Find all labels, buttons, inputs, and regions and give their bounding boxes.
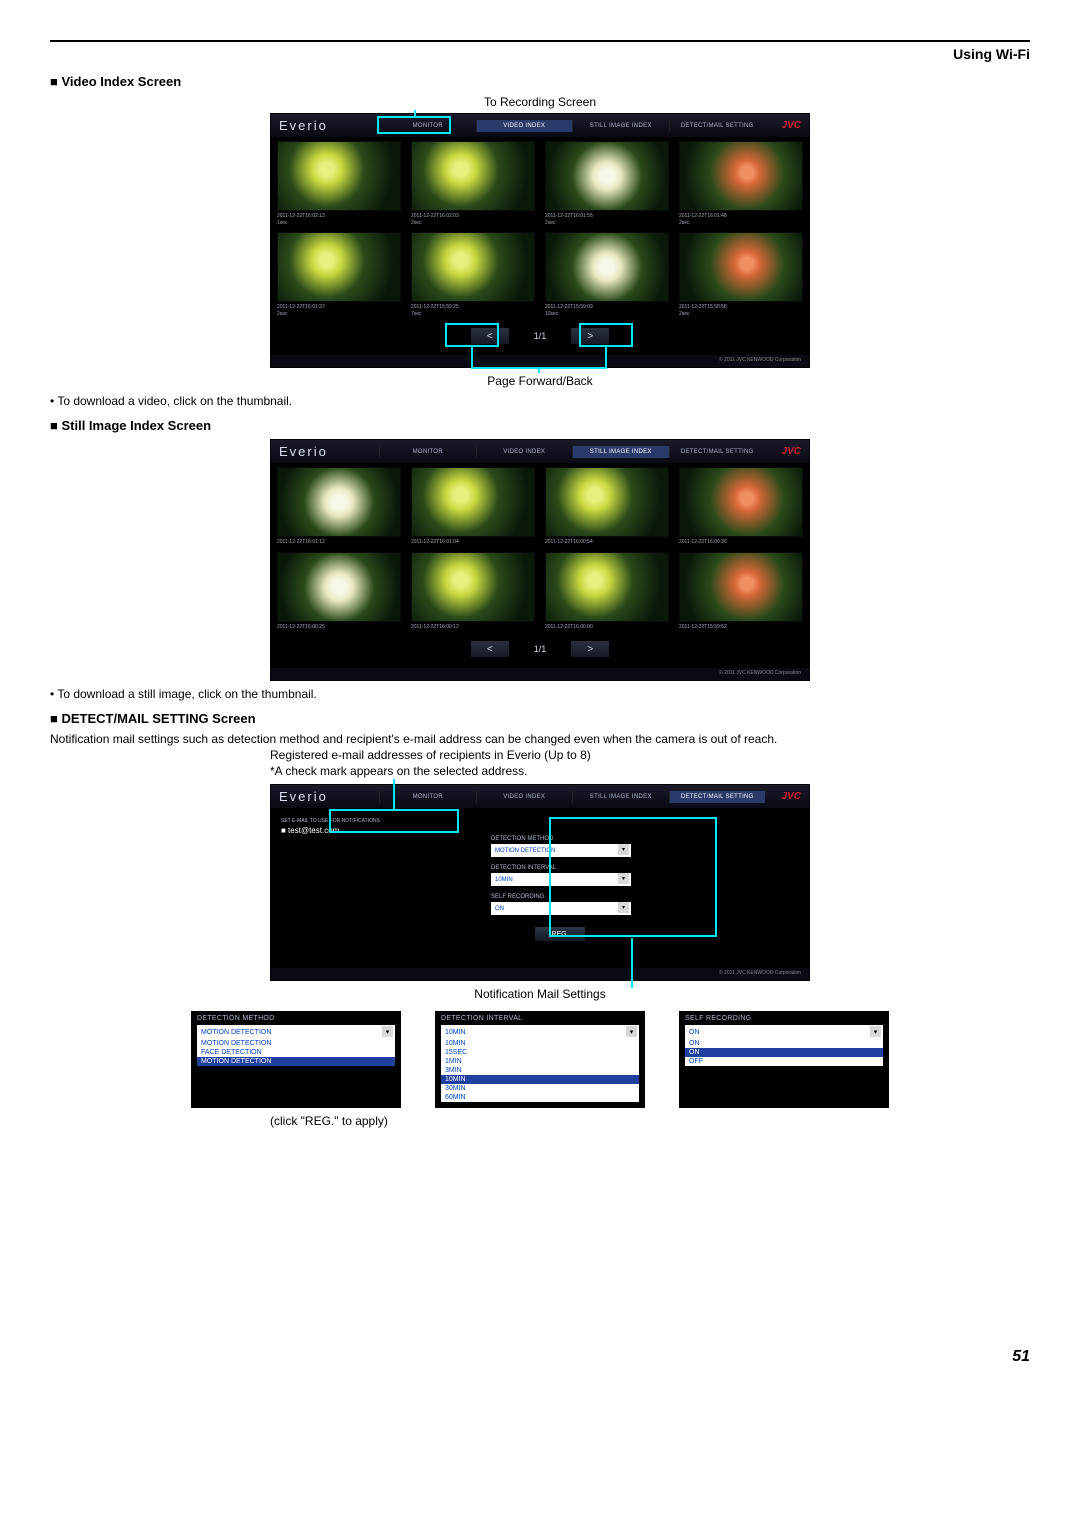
jvc-logo: JVC bbox=[765, 120, 801, 131]
panel-detection-interval: DETECTION INTERVAL 10MIN 10MIN15SEC1MIN3… bbox=[435, 1011, 645, 1108]
tab-still-image-index[interactable]: STILL IMAGE INDEX bbox=[572, 446, 669, 458]
panel-detection-method: DETECTION METHOD MOTION DETECTION MOTION… bbox=[191, 1011, 401, 1108]
video-thumbnail[interactable]: 2011-12-22T15:59:0910sec bbox=[545, 232, 669, 317]
page-number: 1/1 bbox=[534, 331, 547, 341]
page-prev-button[interactable]: < bbox=[470, 327, 510, 345]
tab-detect-mail[interactable]: DETECT/MAIL SETTING bbox=[669, 446, 766, 458]
email-recipient[interactable]: ■ test@test.com bbox=[281, 826, 481, 835]
label-self-recording: SELF RECORDING bbox=[491, 894, 799, 900]
label-detection-interval: DETECTION INTERVAL bbox=[491, 865, 799, 871]
panel-head: SELF RECORDING bbox=[685, 1015, 883, 1022]
tab-detect-mail[interactable]: DETECT/MAIL SETTING bbox=[669, 120, 766, 132]
section-video-title: Video Index Screen bbox=[50, 74, 1030, 89]
label-detection-method: DETECTION METHOD bbox=[491, 836, 799, 842]
section-still-title: Still Image Index Screen bbox=[50, 418, 1030, 433]
still-thumbnail[interactable]: 2011-12-22T16:01:04 bbox=[411, 467, 535, 546]
dropdown-option[interactable]: 3MIN bbox=[441, 1066, 639, 1075]
everio-logo: Everio bbox=[279, 789, 379, 804]
select-self-recording[interactable]: ON bbox=[491, 902, 631, 915]
caption-to-recording: To Recording Screen bbox=[50, 95, 1030, 109]
tab-still-image-index[interactable]: STILL IMAGE INDEX bbox=[572, 120, 669, 132]
still-thumbnail[interactable]: 2011-12-22T16:00:25 bbox=[277, 552, 401, 631]
copyright: © 2011 JVC KENWOOD Corporation bbox=[271, 668, 809, 680]
screenshot-video-index: Everio MONITOR VIDEO INDEX STILL IMAGE I… bbox=[270, 113, 810, 368]
video-thumbnail[interactable]: 2011-12-22T16:02:032sec bbox=[411, 141, 535, 226]
select-open[interactable]: ON bbox=[685, 1025, 883, 1039]
select-detection-method[interactable]: MOTION DETECTION bbox=[491, 844, 631, 857]
still-thumbnail[interactable]: 2011-12-22T15:59:52 bbox=[679, 552, 803, 631]
screenshot-still-index: Everio MONITOR VIDEO INDEX STILL IMAGE I… bbox=[270, 439, 810, 681]
video-thumbnail[interactable]: 2011-12-22T15:59:257sec bbox=[411, 232, 535, 317]
dropdown-option[interactable]: OFF bbox=[685, 1057, 883, 1066]
panel-self-recording: SELF RECORDING ON ONONOFF bbox=[679, 1011, 889, 1108]
detect-note1: Registered e-mail addresses of recipient… bbox=[270, 748, 810, 762]
tab-monitor[interactable]: MONITOR bbox=[379, 446, 476, 458]
tab-video-index[interactable]: VIDEO INDEX bbox=[476, 446, 573, 458]
caption-page-fwd-back: Page Forward/Back bbox=[50, 374, 1030, 388]
page-prev-button[interactable]: < bbox=[470, 640, 510, 658]
reg-button[interactable]: REG. bbox=[535, 927, 585, 941]
jvc-logo: JVC bbox=[765, 791, 801, 802]
dropdown-option[interactable]: ON bbox=[685, 1039, 883, 1048]
dropdown-option[interactable]: 1MIN bbox=[441, 1057, 639, 1066]
dropdown-option[interactable]: FACE DETECTION bbox=[197, 1048, 395, 1057]
video-thumbnail[interactable]: 2011-12-22T15:58:582sec bbox=[679, 232, 803, 317]
dropdown-option[interactable]: ON bbox=[685, 1048, 883, 1057]
tab-still-image-index[interactable]: STILL IMAGE INDEX bbox=[572, 791, 669, 803]
page-number: 1/1 bbox=[534, 644, 547, 654]
tab-monitor[interactable]: MONITOR bbox=[379, 791, 476, 803]
dropdown-option[interactable]: 60MIN bbox=[441, 1093, 639, 1102]
page-next-button[interactable]: > bbox=[570, 327, 610, 345]
still-thumbnail[interactable]: 2011-12-22T16:00:12 bbox=[411, 552, 535, 631]
dropdown-option[interactable]: 10MIN bbox=[441, 1039, 639, 1048]
email-list-head: SET E-MAIL TO USE FOR NOTIFICATIONS bbox=[281, 818, 481, 824]
dropdown-option[interactable]: 30MIN bbox=[441, 1084, 639, 1093]
panel-head: DETECTION METHOD bbox=[197, 1015, 395, 1022]
page-header: Using Wi-Fi bbox=[50, 46, 1030, 62]
detect-note2: *A check mark appears on the selected ad… bbox=[270, 764, 810, 778]
tab-detect-mail[interactable]: DETECT/MAIL SETTING bbox=[669, 791, 766, 803]
video-thumbnail[interactable]: 2011-12-22T16:01:372sec bbox=[277, 232, 401, 317]
still-thumbnail[interactable]: 2011-12-22T16:00:54 bbox=[545, 467, 669, 546]
everio-logo: Everio bbox=[279, 118, 379, 133]
still-thumbnail[interactable]: 2011-12-22T16:00:36 bbox=[679, 467, 803, 546]
select-detection-interval[interactable]: 10MIN bbox=[491, 873, 631, 886]
select-open[interactable]: 10MIN bbox=[441, 1025, 639, 1039]
panel-head: DETECTION INTERVAL bbox=[441, 1015, 639, 1022]
copyright: © 2011 JVC KENWOOD Corporation bbox=[271, 968, 809, 980]
dropdown-option[interactable]: MOTION DETECTION bbox=[197, 1039, 395, 1048]
tab-video-index[interactable]: VIDEO INDEX bbox=[476, 120, 573, 132]
jvc-logo: JVC bbox=[765, 446, 801, 457]
screenshot-detect-mail: Everio MONITOR VIDEO INDEX STILL IMAGE I… bbox=[270, 784, 810, 981]
detect-intro: Notification mail settings such as detec… bbox=[50, 732, 1030, 746]
video-thumbnail[interactable]: 2011-12-22T16:02:131sec bbox=[277, 141, 401, 226]
dropdown-option[interactable]: MOTION DETECTION bbox=[197, 1057, 395, 1066]
bullet-download-still: To download a still image, click on the … bbox=[50, 687, 1030, 701]
copyright: © 2011 JVC KENWOOD Corporation bbox=[271, 355, 809, 367]
tab-monitor[interactable]: MONITOR bbox=[379, 120, 476, 132]
still-thumbnail[interactable]: 2011-12-22T16:01:12 bbox=[277, 467, 401, 546]
tab-video-index[interactable]: VIDEO INDEX bbox=[476, 791, 573, 803]
dropdown-option[interactable]: 10MIN bbox=[441, 1075, 639, 1084]
caption-notification-settings: Notification Mail Settings bbox=[50, 987, 1030, 1001]
section-detect-title: DETECT/MAIL SETTING Screen bbox=[50, 711, 1030, 726]
bullet-download-video: To download a video, click on the thumbn… bbox=[50, 394, 1030, 408]
video-thumbnail[interactable]: 2011-12-22T16:01:482sec bbox=[679, 141, 803, 226]
apply-note: (click "REG." to apply) bbox=[270, 1114, 810, 1128]
select-open[interactable]: MOTION DETECTION bbox=[197, 1025, 395, 1039]
page-number-footer: 51 bbox=[50, 1348, 1030, 1366]
dropdown-option[interactable]: 15SEC bbox=[441, 1048, 639, 1057]
page-next-button[interactable]: > bbox=[570, 640, 610, 658]
everio-logo: Everio bbox=[279, 444, 379, 459]
still-thumbnail[interactable]: 2011-12-22T16:00:00 bbox=[545, 552, 669, 631]
video-thumbnail[interactable]: 2011-12-22T16:01:552sec bbox=[545, 141, 669, 226]
